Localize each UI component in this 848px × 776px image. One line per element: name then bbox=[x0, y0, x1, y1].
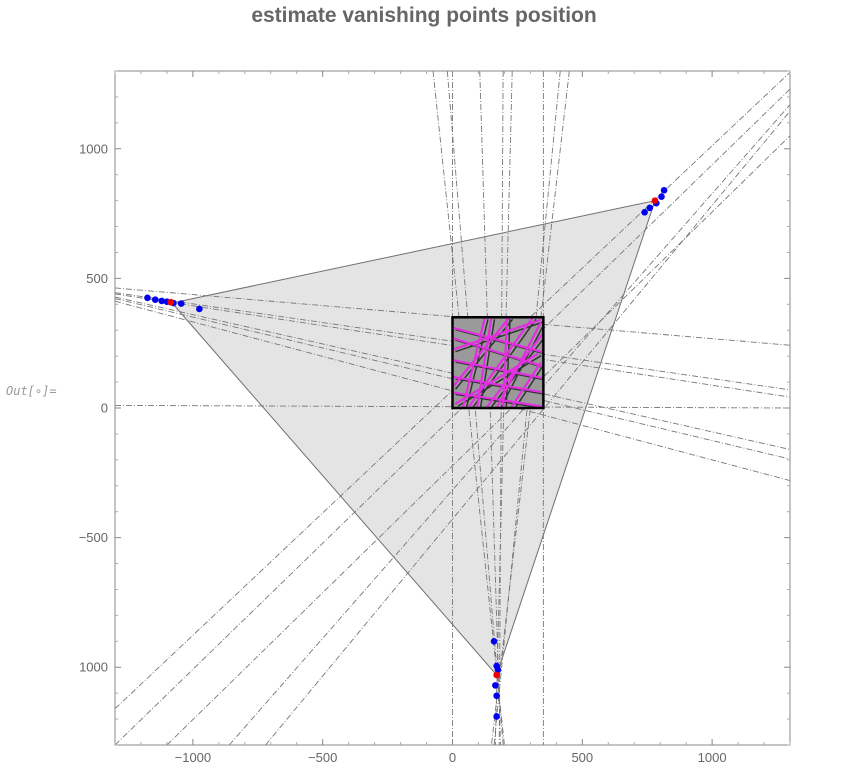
image-box bbox=[451, 316, 545, 410]
estimated-points bbox=[144, 186, 668, 720]
guide-line bbox=[498, 71, 504, 745]
detected-line bbox=[452, 358, 544, 380]
detected-line bbox=[452, 391, 544, 408]
y-tick-label: −500 bbox=[79, 530, 108, 545]
data-point bbox=[492, 682, 499, 689]
output-cell-label: Out[∘]= bbox=[6, 384, 57, 398]
detected-line bbox=[452, 375, 544, 394]
image-texture-line bbox=[455, 321, 544, 353]
guide-line bbox=[479, 71, 501, 745]
x-axis-ticks: −1000 −500 0 500 1000 bbox=[114, 71, 791, 765]
image-texture-line bbox=[454, 318, 514, 390]
data-point bbox=[493, 713, 500, 720]
y-tick-label: 0 bbox=[101, 401, 108, 416]
data-point bbox=[144, 294, 151, 302]
detected-segments bbox=[452, 317, 544, 408]
guide-line bbox=[490, 71, 570, 745]
image-texture-line bbox=[479, 319, 496, 408]
data-point bbox=[158, 297, 166, 305]
y-tick-label: 500 bbox=[86, 271, 108, 286]
data-point bbox=[646, 204, 654, 212]
guide-line bbox=[494, 71, 513, 745]
guide-line bbox=[265, 110, 790, 745]
detected-line bbox=[461, 317, 487, 408]
data-point bbox=[493, 692, 500, 700]
x-tick-label: 500 bbox=[571, 750, 593, 765]
guide-line bbox=[228, 104, 790, 745]
data-point bbox=[490, 638, 498, 645]
image-texture-line bbox=[455, 378, 544, 395]
data-point bbox=[651, 197, 659, 204]
x-tick-label: −1000 bbox=[175, 750, 212, 765]
guide-line bbox=[115, 404, 790, 409]
data-point bbox=[151, 296, 159, 303]
detected-line bbox=[452, 336, 544, 368]
data-point bbox=[658, 193, 665, 201]
data-point bbox=[641, 208, 648, 216]
y-tick-label: 1000 bbox=[79, 141, 108, 156]
image-frame bbox=[451, 316, 545, 410]
detected-line bbox=[452, 317, 511, 388]
detected-line bbox=[476, 317, 493, 408]
chart-title: estimate vanishing points position bbox=[251, 4, 597, 27]
image-texture-line bbox=[457, 354, 542, 407]
detected-line bbox=[454, 352, 539, 406]
x-tick-label: 0 bbox=[449, 750, 456, 765]
vanishing-triangle bbox=[171, 199, 656, 676]
image-texture-line bbox=[505, 319, 511, 408]
detected-line bbox=[502, 317, 509, 408]
data-point bbox=[196, 305, 203, 313]
data-point bbox=[494, 666, 502, 674]
data-point bbox=[493, 671, 500, 679]
data-point bbox=[177, 300, 185, 307]
guide-line bbox=[166, 135, 790, 745]
guide-line bbox=[115, 292, 790, 391]
data-point bbox=[660, 186, 668, 194]
detected-line bbox=[509, 362, 542, 408]
y-tick-label: 1000 bbox=[79, 660, 108, 675]
y-axis-ticks: 1000 500 0 −500 1000 bbox=[79, 70, 790, 746]
plot-area bbox=[115, 71, 790, 745]
x-tick-label: −500 bbox=[308, 750, 337, 765]
x-tick-label: 1000 bbox=[698, 750, 727, 765]
data-point bbox=[167, 298, 175, 306]
